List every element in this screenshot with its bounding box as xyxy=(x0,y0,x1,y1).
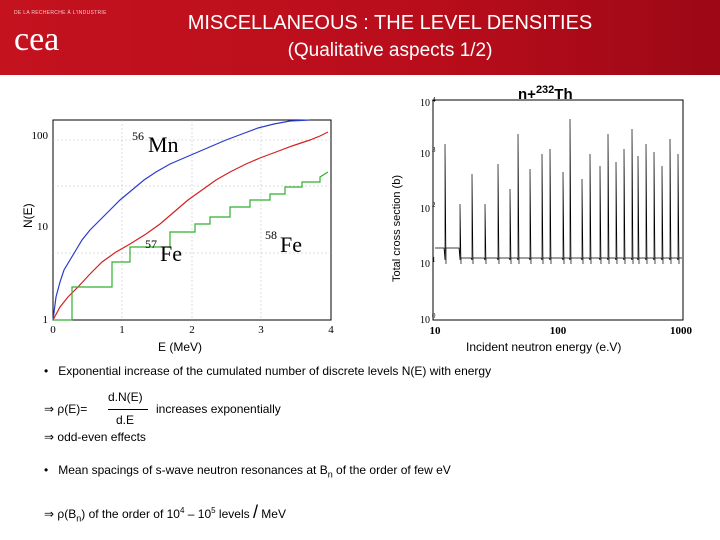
x-tick-label: 4 xyxy=(328,324,334,336)
implies-symbol: ⇒ xyxy=(44,402,55,416)
b3-rho: ρ(B xyxy=(57,507,77,521)
cross-section-trace xyxy=(435,118,682,265)
plot-frame xyxy=(432,99,684,321)
y-tick-label: 10 xyxy=(420,204,430,215)
fe57-symbol: Fe xyxy=(160,241,182,266)
y-tick-label: 10 xyxy=(37,221,49,233)
b3-sub: n xyxy=(76,513,82,524)
x-tick-label: 100 xyxy=(550,325,567,337)
fraction-bar xyxy=(108,409,148,410)
mn56-symbol: Mn xyxy=(148,132,179,157)
x-tick-label: 0 xyxy=(50,324,56,336)
b3-unit: MeV xyxy=(257,507,286,521)
y-tick-label: 1 xyxy=(43,314,49,326)
series-57fe xyxy=(52,131,329,321)
mn56-mass: 56 xyxy=(132,129,144,143)
odd-even-text: odd-even effects xyxy=(57,430,146,444)
logo-text: cea xyxy=(14,21,59,56)
fraction-numerator: d.N(E) xyxy=(108,390,143,404)
bullet-symbol: • xyxy=(44,364,49,378)
rho-lhs: ρ(E)= xyxy=(57,402,88,416)
increases-text: increases exponentially xyxy=(156,402,281,416)
bullet-symbol: • xyxy=(44,463,49,477)
b3-levels: levels xyxy=(215,507,253,521)
title-mass: 232 xyxy=(535,84,555,96)
bullet-2-post: of the order of few eV xyxy=(332,463,451,477)
bullet-1: • Exponential increase of the cumulated … xyxy=(44,364,491,378)
title-banner: DE LA RECHERCHE À L'INDUSTRIE cea MISCEL… xyxy=(0,0,720,75)
bullet-2: • Mean spacings of s-wave neutron resona… xyxy=(44,463,451,479)
page-title: MISCELLANEOUS : THE LEVEL DENSITIES xyxy=(187,12,593,34)
plot-grid xyxy=(53,120,331,320)
page-subtitle: (Qualitative aspects 1/2) xyxy=(287,40,493,61)
x-tick-label: 1000 xyxy=(670,325,693,337)
y-tick-label: 10 xyxy=(420,98,430,109)
right-xlabel: Incident neutron energy (e.V) xyxy=(466,340,622,354)
rho-definition: ⇒ ρ(E)= xyxy=(44,402,87,416)
y-tick-exp: 1 xyxy=(432,256,436,264)
x-tick-label: 1 xyxy=(119,324,125,336)
fe58-mass: 58 xyxy=(265,228,277,242)
series-56mn xyxy=(52,119,311,321)
x-tick-label: 2 xyxy=(189,324,195,336)
left-ylabel: N(E) xyxy=(21,203,35,228)
y-tick-exp: 3 xyxy=(432,146,436,154)
fe57-mass: 57 xyxy=(145,237,157,251)
title-symbol: Th xyxy=(554,86,573,103)
x-tick-label: 10 xyxy=(430,325,442,337)
b3-dash: – 10 xyxy=(184,507,212,521)
b3-slash: / xyxy=(252,502,258,522)
bullet-2-sub: n xyxy=(327,469,333,480)
y-tick-exp: 0 xyxy=(432,312,436,320)
y-tick-label: 10 xyxy=(420,315,430,326)
level-count-chart: 0 1 2 3 4 1 10 100 56 Mn 57 Fe 58 Fe xyxy=(32,119,334,336)
fe58-symbol: Fe xyxy=(280,232,302,257)
bullet-2-pre: Mean spacings of s-wave neutron resonanc… xyxy=(58,463,328,477)
series-58fe xyxy=(53,171,329,321)
right-ylabel: Total cross section (b) xyxy=(391,175,403,282)
rho-bn-line: ⇒ ρ(Bn) of the order of 104 – 105 levels… xyxy=(44,502,286,523)
b3-exp1: 4 xyxy=(179,506,185,515)
implies-symbol: ⇒ xyxy=(44,430,55,444)
left-xlabel: E (MeV) xyxy=(158,340,203,354)
implies-symbol: ⇒ xyxy=(44,507,55,521)
cross-section-chart: 10 10 10 10 10 0 1 2 3 4 10 100 1000 xyxy=(420,96,693,337)
y-tick-exp: 2 xyxy=(432,201,436,209)
y-tick-label: 100 xyxy=(32,130,49,142)
fraction-denominator: d.E xyxy=(116,413,135,427)
odd-even-line: ⇒ odd-even effects xyxy=(44,430,146,444)
y-tick-exp: 4 xyxy=(432,96,436,104)
b3-mid: ) of the order of 10 xyxy=(81,507,180,521)
b3-exp2: 5 xyxy=(211,506,216,515)
logo-tagline: DE LA RECHERCHE À L'INDUSTRIE xyxy=(14,10,107,16)
y-tick-label: 10 xyxy=(420,149,430,160)
right-plot-title: n+232Th xyxy=(518,84,573,103)
bullet-1-text: Exponential increase of the cumulated nu… xyxy=(58,364,492,378)
cea-logo: cea xyxy=(14,21,59,56)
x-tick-label: 3 xyxy=(258,324,264,336)
title-prefix: n+ xyxy=(518,86,536,103)
y-tick-label: 10 xyxy=(420,259,430,270)
